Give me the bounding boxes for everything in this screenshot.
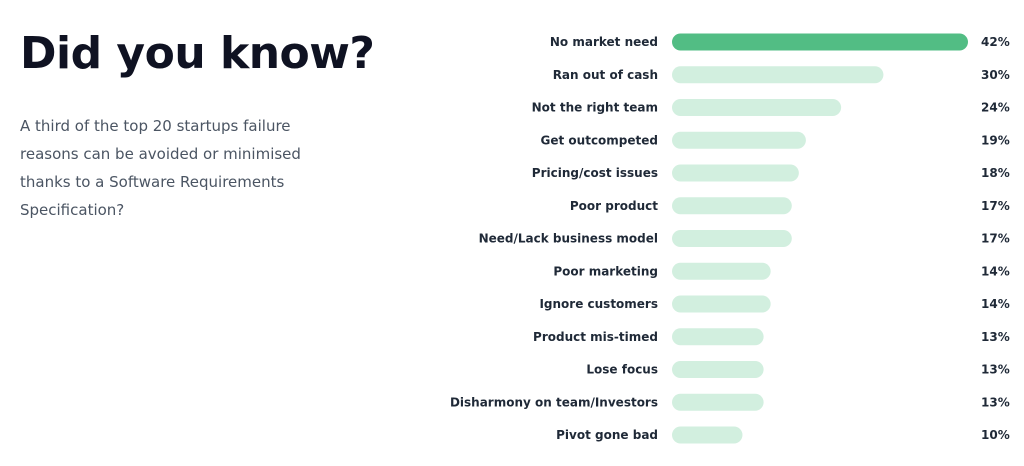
bar bbox=[672, 328, 764, 346]
category-label: Ran out of cash bbox=[553, 68, 658, 82]
value-label: 30% bbox=[981, 68, 1010, 82]
value-label: 13% bbox=[981, 330, 1010, 344]
category-label: Need/Lack business model bbox=[479, 232, 658, 246]
value-label: 24% bbox=[981, 101, 1010, 115]
bar bbox=[672, 295, 771, 313]
bar bbox=[672, 197, 792, 215]
value-label: 13% bbox=[981, 395, 1010, 409]
bar bbox=[672, 164, 799, 182]
value-label: 18% bbox=[981, 166, 1010, 180]
value-label: 42% bbox=[981, 35, 1010, 49]
bar bbox=[672, 66, 884, 84]
value-label: 10% bbox=[981, 428, 1010, 442]
category-label: Lose focus bbox=[586, 363, 658, 377]
category-label: Pricing/cost issues bbox=[532, 166, 658, 180]
bar bbox=[672, 230, 792, 247]
bar bbox=[672, 99, 842, 116]
bar bbox=[672, 131, 806, 149]
category-label: Product mis-timed bbox=[533, 330, 658, 344]
category-label: Disharmony on team/Investors bbox=[450, 395, 658, 409]
bar bbox=[672, 361, 764, 378]
category-label: Not the right team bbox=[532, 101, 658, 115]
category-label: Pivot gone bad bbox=[556, 428, 658, 442]
bar bbox=[672, 393, 764, 411]
category-label: No market need bbox=[550, 35, 658, 49]
value-label: 17% bbox=[981, 232, 1010, 246]
page-title: Did you know? bbox=[20, 28, 375, 79]
value-label: 14% bbox=[981, 297, 1010, 311]
value-label: 19% bbox=[981, 133, 1010, 147]
intro-description: A third of the top 20 startups failure r… bbox=[20, 117, 301, 219]
category-label: Poor product bbox=[570, 199, 658, 213]
category-label: Ignore customers bbox=[539, 297, 658, 311]
bar bbox=[672, 33, 968, 51]
category-label: Get outcompeted bbox=[541, 133, 658, 147]
category-label: Poor marketing bbox=[553, 264, 658, 278]
value-label: 13% bbox=[981, 363, 1010, 377]
bar bbox=[672, 262, 771, 280]
value-label: 14% bbox=[981, 264, 1010, 278]
value-label: 17% bbox=[981, 199, 1010, 213]
bar bbox=[672, 426, 743, 444]
